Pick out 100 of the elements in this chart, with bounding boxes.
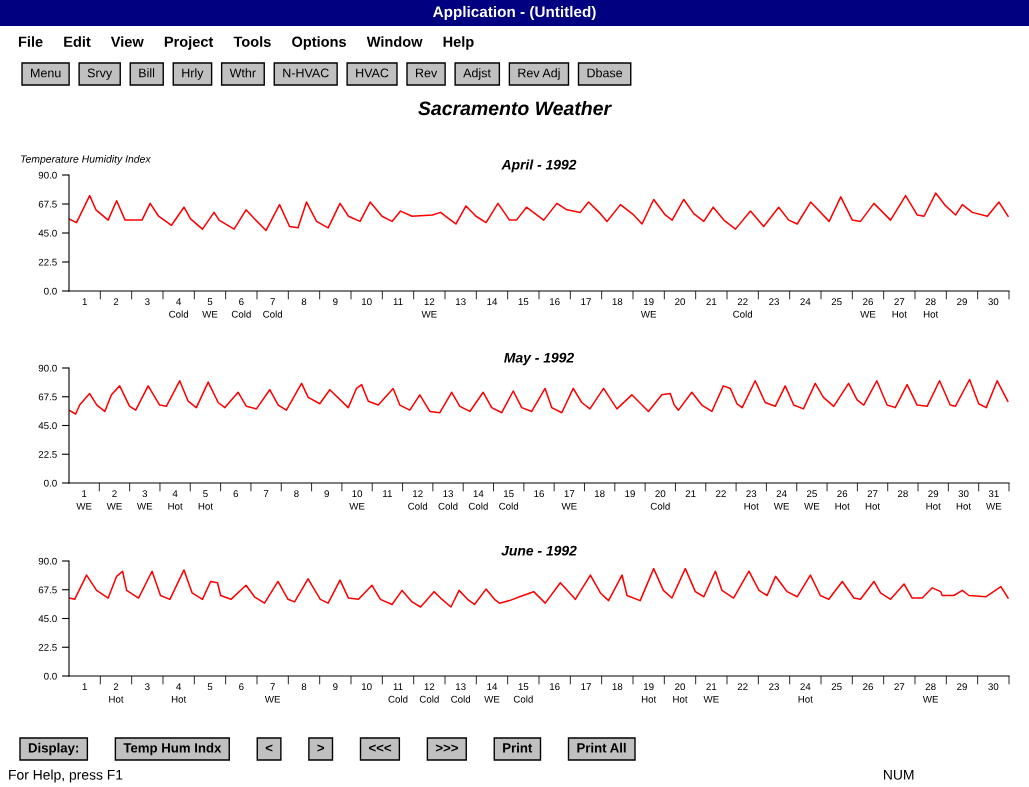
x-tick-label: 20 — [675, 298, 686, 306]
text: Dbase — [587, 68, 623, 78]
x-tick-label: 30 Hot — [956, 490, 972, 510]
x-tick-label: 12 Cold — [408, 490, 428, 510]
x-tick-label: 19 — [625, 490, 635, 498]
x-tick-label: 5 — [207, 683, 213, 691]
y-tick-label: 0.0 — [44, 672, 57, 680]
x-tick-label: 11 — [383, 490, 392, 497]
x-tick-label: 27 — [894, 683, 905, 690]
x-tick-label: 29 — [957, 298, 967, 306]
x-tick-label: 3 — [145, 298, 150, 306]
x-tick-label: 8 — [294, 490, 299, 498]
x-tick-label: 28 WE — [922, 683, 939, 703]
y-tick-label: 0.0 — [44, 479, 57, 487]
x-tick-label: 9 — [324, 490, 329, 498]
x-tick-label: 19 Hot — [641, 683, 657, 703]
y-tick-label: 90.0 — [38, 364, 57, 372]
x-tick-label: 17 WE — [561, 490, 577, 510]
x-tick-label: 23 — [769, 298, 779, 306]
x-tick-label: 29 — [957, 683, 967, 691]
x-tick-label: 5 WE — [202, 298, 218, 318]
text: < — [265, 744, 273, 752]
text: Application - (Untitled) — [432, 5, 596, 21]
x-tick-label: 1 WE — [76, 490, 92, 510]
x-tick-label: 14 WE — [484, 683, 500, 703]
x-tick-label: 7 Cold — [263, 298, 283, 318]
x-tick-label: 22 — [737, 683, 748, 690]
x-tick-label: 24 WE — [773, 490, 789, 510]
text: HVAC — [356, 68, 389, 78]
y-tick-label: 22.5 — [38, 450, 57, 458]
x-tick-label: 31 WE — [986, 490, 1002, 510]
x-tick-label: 11 — [393, 298, 403, 305]
x-tick-label: 16 — [550, 298, 560, 306]
x-tick-label: 17 — [581, 298, 591, 305]
x-tick-label: 12 WE — [421, 298, 437, 318]
x-tick-label: 14 — [487, 298, 498, 305]
text: Srvy — [87, 68, 113, 80]
text: For Help, press F1 — [9, 769, 123, 783]
text: Options — [292, 36, 346, 50]
text: File — [18, 36, 43, 47]
text: Wthr — [229, 68, 256, 78]
line-series — [69, 192, 1009, 232]
x-tick-label: 18 — [612, 683, 623, 691]
x-tick-label: 30 — [988, 683, 999, 691]
x-tick-label: 25 — [831, 683, 842, 691]
x-tick-label: 17 — [581, 683, 591, 690]
x-tick-label: 4 Hot — [168, 490, 183, 510]
text: Hrly — [182, 68, 204, 80]
x-tick-label: 11 Cold — [388, 683, 408, 703]
x-tick-label: 6 — [239, 683, 244, 691]
text: N-HVAC — [283, 68, 329, 78]
x-tick-label: 21 WE — [703, 683, 719, 703]
text: Temp Hum Indx — [123, 742, 222, 756]
x-tick-label: 28 Hot — [923, 298, 939, 318]
x-tick-label: 13 Cold — [451, 683, 471, 703]
y-tick-label: 45.0 — [38, 229, 57, 237]
x-tick-label: 21 — [685, 490, 696, 497]
y-tick-label: 90.0 — [38, 171, 57, 179]
x-tick-label: 15 Cold — [499, 490, 519, 510]
x-tick-label: 2 — [113, 298, 119, 305]
x-tick-label: 27 Hot — [865, 490, 881, 510]
line-series — [69, 567, 1009, 608]
x-tick-label: 6 Cold — [231, 298, 251, 318]
x-tick-label: 18 — [594, 490, 605, 498]
x-tick-label: 1 — [82, 298, 87, 305]
x-tick-label: 12 Cold — [419, 683, 439, 703]
y-tick-label: 67.5 — [38, 393, 57, 401]
y-tick-label: 0.0 — [44, 287, 57, 295]
text: Print All — [577, 742, 626, 753]
x-tick-label: 7 WE — [264, 683, 281, 703]
text: <<< — [369, 744, 392, 752]
y-tick-label: 22.5 — [38, 643, 57, 651]
x-tick-label: 26 — [863, 683, 873, 691]
x-tick-label: 4 Hot — [171, 683, 187, 703]
x-tick-label: 15 Cold — [513, 683, 533, 703]
x-tick-label: 10 WE — [349, 490, 365, 510]
x-tick-label: 16 — [550, 683, 560, 691]
text: Menu — [31, 68, 61, 78]
text: Display: — [28, 742, 79, 756]
chart-title: May - 1992 — [504, 352, 574, 366]
text: Edit — [64, 36, 91, 47]
text: Print — [503, 742, 533, 753]
y-tick-label: 22.5 — [38, 258, 57, 266]
text: Tools — [233, 36, 271, 47]
y-tick-label: 90.0 — [38, 557, 57, 565]
x-tick-label: 10 — [362, 298, 372, 306]
x-tick-label: 9 — [333, 683, 338, 691]
x-tick-label: 1 — [82, 683, 87, 690]
x-tick-label: 29 Hot — [926, 490, 941, 510]
x-tick-label: 16 — [534, 490, 544, 498]
y-tick-label: 67.5 — [38, 586, 57, 594]
x-tick-label: 23 — [769, 683, 779, 691]
text: Project — [164, 36, 214, 50]
text: NUM — [884, 770, 914, 780]
chart-title: April - 1992 — [501, 159, 577, 173]
y-tick-label: 45.0 — [38, 422, 57, 430]
x-tick-label: 2 WE — [106, 490, 122, 510]
y-tick-label: 67.5 — [38, 200, 57, 208]
x-tick-label: 2 Hot — [109, 683, 124, 703]
x-tick-label: 13 — [456, 298, 466, 306]
